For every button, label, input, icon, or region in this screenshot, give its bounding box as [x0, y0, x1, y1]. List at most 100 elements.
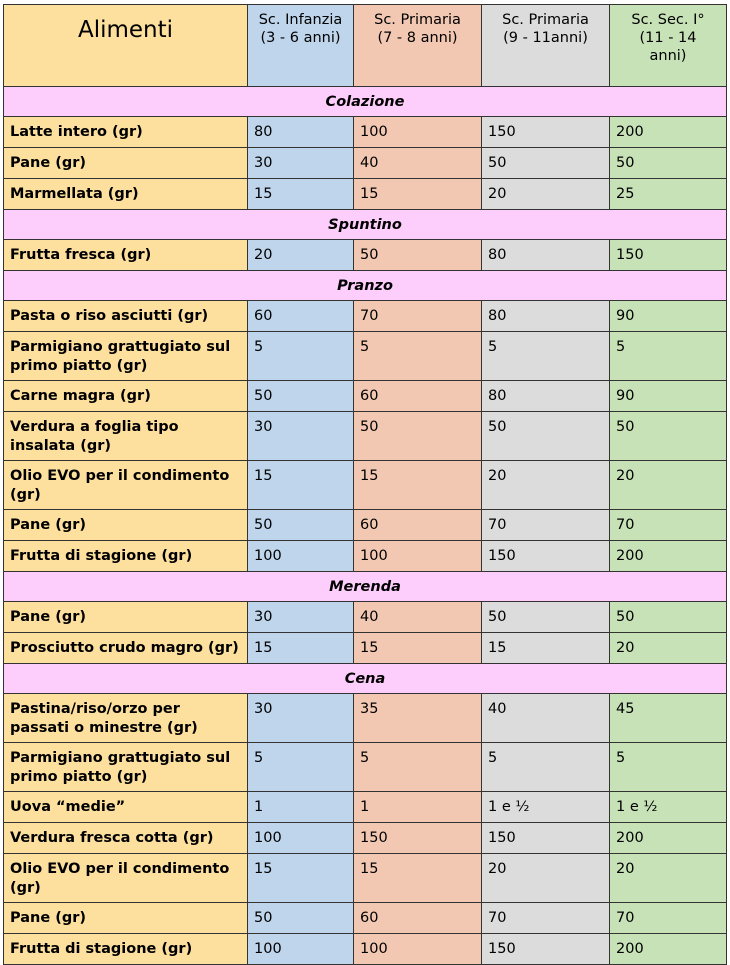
- table-row: Frutta di stagione (gr) 100 100 150 200: [3, 540, 727, 572]
- value-cell: 15: [247, 632, 354, 664]
- value-cell: 50: [481, 411, 610, 461]
- section-title: Cena: [3, 663, 727, 694]
- value-cell: 20: [481, 460, 610, 510]
- value-cell: 200: [609, 116, 727, 148]
- table-row: Parmigiano grattugiato sul primo piatto …: [3, 331, 727, 381]
- header-infanzia: Sc. Infanzia (3 - 6 anni): [247, 4, 354, 87]
- value-cell: 60: [247, 300, 354, 332]
- value-cell: 150: [609, 239, 727, 271]
- table-row: Verdura a foglia tipo insalata (gr) 30 50 5…: [3, 411, 727, 461]
- value-cell: 35: [353, 693, 482, 743]
- food-cell: Verdura a foglia tipo insalata (gr): [3, 411, 248, 461]
- value-cell: 5: [353, 742, 482, 792]
- food-cell: Frutta fresca (gr): [3, 239, 248, 271]
- food-cell: Olio EVO per il condimento (gr): [3, 853, 248, 903]
- food-cell: Frutta di stagione (gr): [3, 933, 248, 965]
- value-cell: 50: [481, 601, 610, 633]
- value-cell: 30: [247, 693, 354, 743]
- value-cell: 200: [609, 822, 727, 854]
- value-cell: 5: [247, 742, 354, 792]
- value-cell: 70: [481, 902, 610, 934]
- table-row: Marmellata (gr) 15 15 20 25: [3, 178, 727, 210]
- header-primaria-7-8: Sc. Primaria (7 - 8 anni): [353, 4, 482, 87]
- table-row: Pasta o riso asciutti (gr) 60 70 80 90: [3, 300, 727, 332]
- value-cell: 20: [609, 460, 727, 510]
- value-cell: 20: [609, 632, 727, 664]
- food-cell: Pane (gr): [3, 601, 248, 633]
- value-cell: 30: [247, 147, 354, 179]
- value-cell: 15: [353, 853, 482, 903]
- value-cell: 200: [609, 540, 727, 572]
- table-row: Frutta di stagione (gr) 100 100 150 200: [3, 933, 727, 965]
- value-cell: 5: [481, 742, 610, 792]
- value-cell: 60: [353, 509, 482, 541]
- value-cell: 15: [481, 632, 610, 664]
- food-cell: Prosciutto crudo magro (gr): [3, 632, 248, 664]
- value-cell: 25: [609, 178, 727, 210]
- value-cell: 1 e ½: [609, 791, 727, 823]
- value-cell: 90: [609, 380, 727, 412]
- value-cell: 5: [481, 331, 610, 381]
- food-cell: Latte intero (gr): [3, 116, 248, 148]
- value-cell: 40: [481, 693, 610, 743]
- section-row: Pranzo: [3, 270, 727, 301]
- value-cell: 20: [481, 853, 610, 903]
- value-cell: 50: [247, 902, 354, 934]
- table-body: Colazione Latte intero (gr) 80 100 150 200 Pan…: [3, 86, 727, 965]
- value-cell: 80: [247, 116, 354, 148]
- value-cell: 30: [247, 601, 354, 633]
- value-cell: 100: [247, 822, 354, 854]
- value-cell: 80: [481, 239, 610, 271]
- header-alimenti: Alimenti: [3, 4, 248, 87]
- value-cell: 20: [609, 853, 727, 903]
- value-cell: 30: [247, 411, 354, 461]
- food-cell: Carne magra (gr): [3, 380, 248, 412]
- value-cell: 70: [609, 509, 727, 541]
- table-row: Pastina/riso/orzo per passati o minestre…: [3, 693, 727, 743]
- value-cell: 80: [481, 300, 610, 332]
- portion-table: Alimenti Sc. Infanzia (3 - 6 anni) Sc. Pr…: [3, 4, 727, 965]
- food-cell: Verdura fresca cotta (gr): [3, 822, 248, 854]
- table-row: Pane (gr) 50 60 70 70: [3, 902, 727, 934]
- value-cell: 1: [247, 791, 354, 823]
- value-cell: 200: [609, 933, 727, 965]
- table-row: Pane (gr) 30 40 50 50: [3, 147, 727, 179]
- value-cell: 40: [353, 601, 482, 633]
- section-row: Spuntino: [3, 209, 727, 240]
- section-row: Colazione: [3, 86, 727, 117]
- table-row: Olio EVO per il condimento (gr) 15 15 20 20: [3, 853, 727, 903]
- value-cell: 50: [353, 411, 482, 461]
- value-cell: 100: [353, 933, 482, 965]
- table-row: Pane (gr) 50 60 70 70: [3, 509, 727, 541]
- value-cell: 5: [609, 742, 727, 792]
- value-cell: 50: [609, 147, 727, 179]
- header-secondaria: Sc. Sec. I° (11 - 14 anni): [609, 4, 727, 87]
- value-cell: 80: [481, 380, 610, 412]
- value-cell: 15: [247, 853, 354, 903]
- table-row: Olio EVO per il condimento (gr) 15 15 20 20: [3, 460, 727, 510]
- value-cell: 150: [353, 822, 482, 854]
- value-cell: 50: [609, 411, 727, 461]
- table-row: Latte intero (gr) 80 100 150 200: [3, 116, 727, 148]
- food-cell: Pane (gr): [3, 509, 248, 541]
- food-cell: Pane (gr): [3, 147, 248, 179]
- value-cell: 90: [609, 300, 727, 332]
- value-cell: 15: [353, 178, 482, 210]
- value-cell: 1: [353, 791, 482, 823]
- table-row: Frutta fresca (gr) 20 50 80 150: [3, 239, 727, 271]
- value-cell: 150: [481, 116, 610, 148]
- value-cell: 150: [481, 822, 610, 854]
- value-cell: 15: [353, 460, 482, 510]
- table-row: Verdura fresca cotta (gr) 100 150 150 200: [3, 822, 727, 854]
- value-cell: 15: [353, 632, 482, 664]
- section-title: Spuntino: [3, 209, 727, 240]
- food-cell: Pastina/riso/orzo per passati o minestre…: [3, 693, 248, 743]
- table-row: Carne magra (gr) 50 60 80 90: [3, 380, 727, 412]
- section-title: Colazione: [3, 86, 727, 117]
- value-cell: 45: [609, 693, 727, 743]
- food-cell: Pane (gr): [3, 902, 248, 934]
- table-row: Pane (gr) 30 40 50 50: [3, 601, 727, 633]
- food-cell: Marmellata (gr): [3, 178, 248, 210]
- value-cell: 100: [353, 540, 482, 572]
